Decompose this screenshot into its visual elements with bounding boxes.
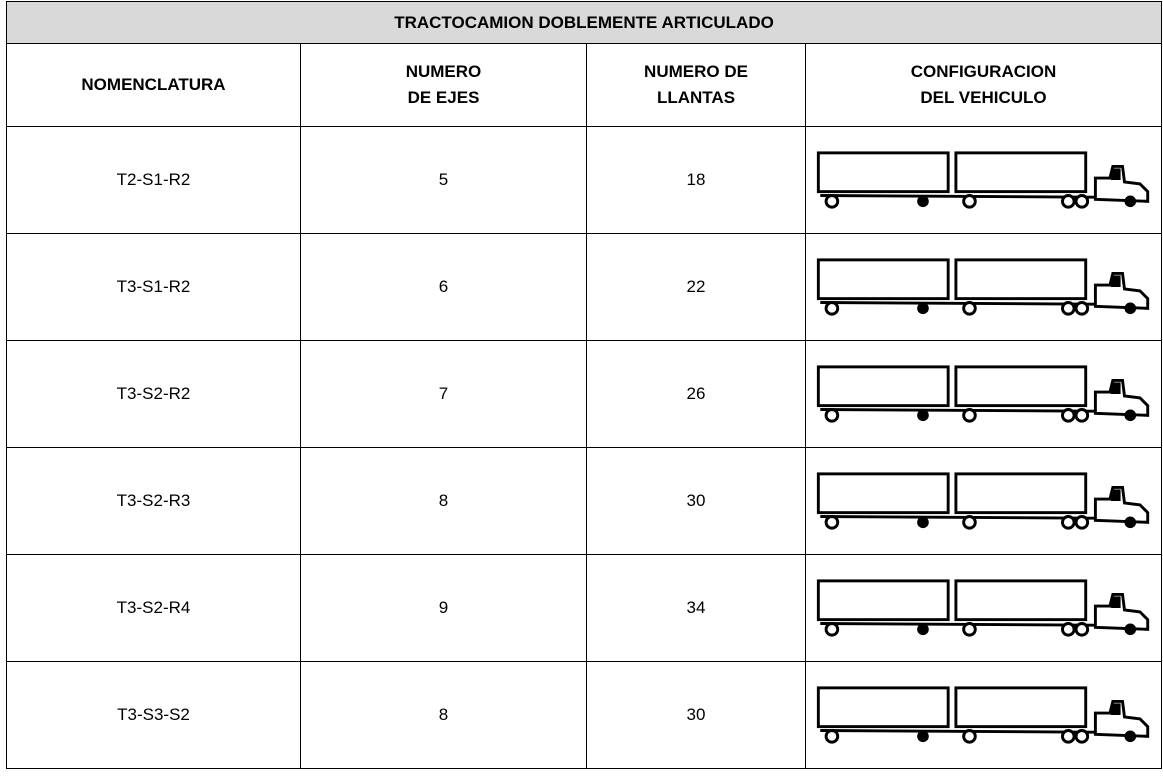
- vehicle-cell: [804, 126, 1163, 234]
- column-header: NUMERO DE LLANTAS: [586, 43, 806, 127]
- table-cell: T2-S1-R2: [6, 126, 301, 234]
- table-cell: T3-S2-R2: [6, 340, 301, 448]
- header-line: NUMERO DE: [644, 62, 748, 81]
- table-row: T2-S1-R2 5 18: [6, 126, 1163, 234]
- table-cell: 34: [586, 554, 806, 662]
- table-cell: 5: [300, 126, 587, 234]
- table-row: T3-S2-R3 8 30: [6, 447, 1163, 555]
- column-header: CONFIGURACION DEL VEHICULO: [804, 43, 1163, 127]
- truck-shape: [816, 579, 1149, 637]
- vehicle-cell: [804, 447, 1163, 555]
- truck-shape: [816, 151, 1149, 209]
- truck-icon: [816, 686, 1149, 744]
- truck-icon: [816, 579, 1149, 637]
- truck-icon: [816, 151, 1149, 209]
- table-row: T3-S2-R4 9 34: [6, 554, 1163, 662]
- column-header: NUMERO DE EJES: [300, 43, 587, 127]
- table-cell: 22: [586, 233, 806, 341]
- table-row: T3-S3-S2 8 30: [6, 661, 1163, 769]
- header-line: DE EJES: [407, 88, 480, 107]
- table-cell: 30: [586, 447, 806, 555]
- table-cell: 6: [300, 233, 587, 341]
- header-line: DEL VEHICULO: [920, 88, 1047, 107]
- table-cell: 8: [300, 661, 587, 769]
- vehicle-cell: [804, 554, 1163, 662]
- truck-shape: [816, 258, 1149, 316]
- column-header: NOMENCLATURA: [6, 43, 301, 127]
- table-cell: 7: [300, 340, 587, 448]
- table-cell: T3-S2-R4: [6, 554, 301, 662]
- table-title: TRACTOCAMION DOBLEMENTE ARTICULADO: [5, 1, 1163, 44]
- vehicle-cell: [804, 233, 1163, 341]
- header-line: LLANTAS: [656, 88, 736, 107]
- vehicle-table: TRACTOCAMION DOBLEMENTE ARTICULADO NOMEN…: [5, 1, 1163, 769]
- table-cell: T3-S2-R3: [6, 447, 301, 555]
- truck-icon: [816, 258, 1149, 316]
- truck-shape: [816, 472, 1149, 530]
- header-line: NOMENCLATURA: [81, 75, 226, 94]
- truck-icon: [816, 365, 1149, 423]
- table-row: T3-S2-R2 7 26: [6, 340, 1163, 448]
- table-cell: 26: [586, 340, 806, 448]
- table-cell: T3-S1-R2: [6, 233, 301, 341]
- truck-icon: [816, 472, 1149, 530]
- title-row: TRACTOCAMION DOBLEMENTE ARTICULADO: [5, 1, 1163, 44]
- vehicle-cell: [804, 661, 1163, 769]
- table-cell: 30: [586, 661, 806, 769]
- table-cell: 8: [300, 447, 587, 555]
- truck-shape: [816, 686, 1149, 744]
- table-row: T3-S1-R2 6 22: [6, 233, 1163, 341]
- table-cell: 9: [300, 554, 587, 662]
- truck-shape: [816, 365, 1149, 423]
- table-body: T2-S1-R2 5 18 T3-S1-R2 6 22 T3-S2-R2 7 26 T3-S2-R…: [6, 126, 1163, 769]
- table-cell: T3-S3-S2: [6, 661, 301, 769]
- header-row: NOMENCLATURA NUMERO DE EJES NUMERO DE LLANTA…: [6, 43, 1163, 127]
- table-cell: 18: [586, 126, 806, 234]
- vehicle-cell: [804, 340, 1163, 448]
- header-line: NUMERO: [405, 62, 482, 81]
- header-line: CONFIGURACION: [910, 62, 1057, 81]
